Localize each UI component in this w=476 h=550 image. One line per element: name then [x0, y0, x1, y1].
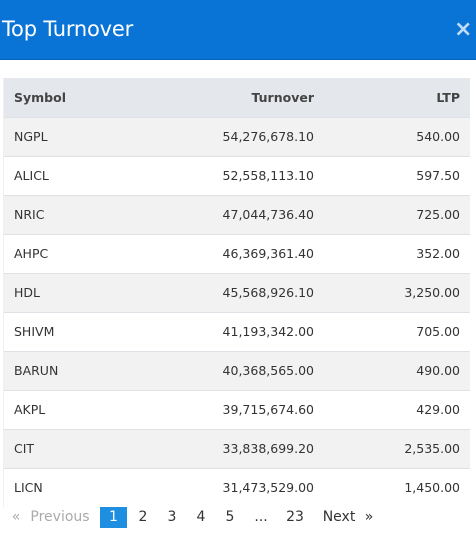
table-row: HDL 45,568,926.10 3,250.00	[4, 273, 470, 312]
cell-turnover: 41,193,342.00	[222, 324, 314, 339]
cell-ltp: 352.00	[416, 246, 460, 261]
cell-turnover: 40,368,565.00	[222, 363, 314, 378]
table-row: CIT 33,838,699.20 2,535.00	[4, 429, 470, 468]
cell-turnover: 54,276,678.10	[222, 129, 314, 144]
cell-ltp: 3,250.00	[404, 285, 460, 300]
cell-turnover: 47,044,736.40	[222, 207, 314, 222]
cell-symbol: ALICL	[14, 168, 49, 183]
modal-header: Top Turnover ×	[0, 0, 476, 60]
cell-symbol: AHPC	[14, 246, 49, 261]
cell-turnover: 31,473,529.00	[222, 480, 314, 496]
table-row: SHIVM 41,193,342.00 705.00	[4, 312, 470, 351]
modal-title: Top Turnover	[2, 17, 134, 41]
previous-page-button: Previous	[30, 509, 90, 525]
cell-ltp: 705.00	[416, 324, 460, 339]
cell-symbol: AKPL	[14, 402, 46, 417]
cell-symbol: LICN	[14, 480, 43, 496]
column-header-turnover[interactable]: Turnover	[251, 89, 315, 105]
column-header-symbol[interactable]: Symbol	[14, 89, 66, 105]
close-icon[interactable]: ×	[454, 17, 473, 42]
next-arrow-icon[interactable]: »	[364, 509, 374, 525]
table-row: LICN 31,473,529.00 1,450.00	[4, 468, 470, 507]
page-button-1[interactable]: 1	[100, 507, 127, 528]
cell-symbol: CIT	[14, 441, 35, 456]
table-header-row: Symbol Turnover LTP	[4, 78, 470, 117]
cell-ltp: 1,450.00	[404, 480, 460, 496]
page-button-23[interactable]: 23	[286, 509, 304, 525]
previous-arrow-icon: «	[11, 509, 21, 525]
cell-ltp: 597.50	[416, 168, 460, 183]
turnover-table: Symbol Turnover LTP NGPL 54,276,678.10 5…	[4, 78, 470, 507]
page-button-3[interactable]: 3	[167, 509, 177, 525]
cell-turnover: 46,369,361.40	[222, 246, 314, 261]
table-row: AKPL 39,715,674.60 429.00	[4, 390, 470, 429]
cell-turnover: 33,838,699.20	[222, 441, 314, 456]
cell-symbol: BARUN	[14, 363, 59, 378]
table-row: NRIC 47,044,736.40 725.00	[4, 195, 470, 234]
turnover-table-container: Symbol Turnover LTP NGPL 54,276,678.10 5…	[3, 78, 470, 507]
page-button-5[interactable]: 5	[225, 509, 235, 525]
table-row: AHPC 46,369,361.40 352.00	[4, 234, 470, 273]
cell-ltp: 490.00	[416, 363, 460, 378]
cell-turnover: 52,558,113.10	[222, 168, 314, 183]
cell-symbol: HDL	[14, 285, 40, 300]
cell-turnover: 39,715,674.60	[222, 402, 314, 417]
pagination-ellipsis: ...	[254, 509, 268, 525]
cell-symbol: SHIVM	[14, 324, 55, 339]
cell-ltp: 540.00	[416, 129, 460, 144]
table-row: ALICL 52,558,113.10 597.50	[4, 156, 470, 195]
cell-ltp: 2,535.00	[404, 441, 460, 456]
cell-symbol: NGPL	[14, 129, 48, 144]
table-row: NGPL 54,276,678.10 540.00	[4, 117, 470, 156]
next-page-button[interactable]: Next	[322, 509, 356, 525]
column-header-ltp[interactable]: LTP	[436, 89, 460, 105]
page-button-2[interactable]: 2	[138, 509, 148, 525]
table-row: BARUN 40,368,565.00 490.00	[4, 351, 470, 390]
cell-ltp: 725.00	[416, 207, 460, 222]
cell-symbol: NRIC	[14, 207, 45, 222]
pagination: « Previous 1 2 3 4 5 ... 23 Next »	[0, 507, 476, 529]
page-button-4[interactable]: 4	[196, 509, 206, 525]
cell-turnover: 45,568,926.10	[222, 285, 314, 300]
cell-ltp: 429.00	[416, 402, 460, 417]
